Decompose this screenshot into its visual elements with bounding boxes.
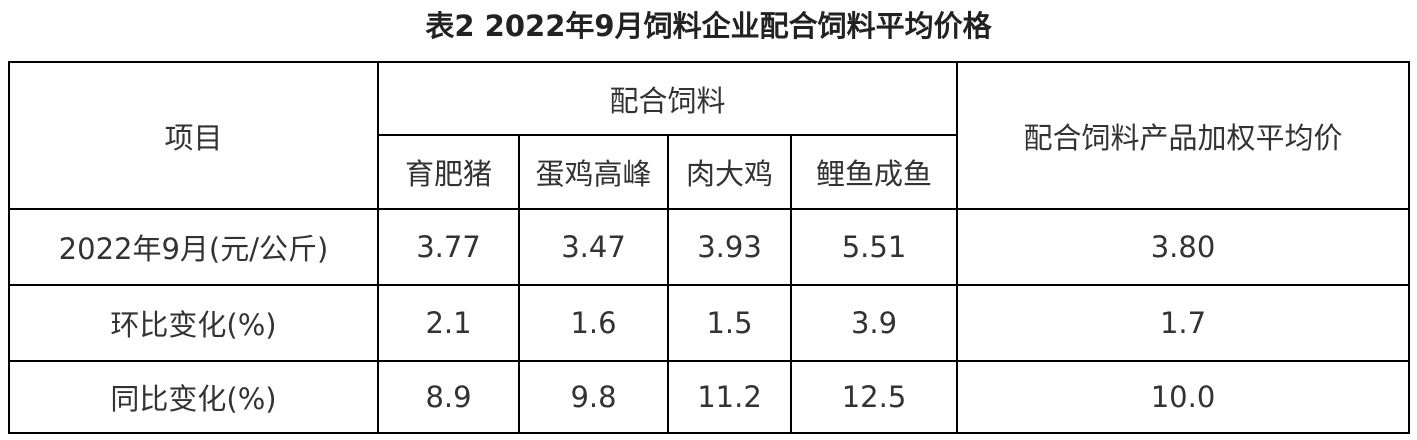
subheader: 育肥猪 [377, 134, 520, 210]
row-label: 同比变化(%) [8, 360, 379, 434]
cell: 10.0 [956, 360, 1410, 434]
feed-price-table: 项目 配合饲料 配合饲料产品加权平均价 育肥猪 蛋鸡高峰 肉大鸡 鲤鱼成鱼 20… [8, 61, 1410, 434]
table-row: 2022年9月(元/公斤) 3.77 3.47 3.93 5.51 3.80 [8, 208, 1410, 286]
subheader: 蛋鸡高峰 [518, 134, 669, 210]
row-label: 2022年9月(元/公斤) [8, 208, 379, 286]
cell: 1.5 [667, 284, 792, 362]
cell: 3.80 [956, 208, 1410, 286]
subheader: 肉大鸡 [667, 134, 792, 210]
cell: 2.1 [377, 284, 520, 362]
cell: 9.8 [518, 360, 669, 434]
cell: 3.77 [377, 208, 520, 286]
header-weighted: 配合饲料产品加权平均价 [956, 61, 1410, 210]
subheader: 鲤鱼成鱼 [790, 134, 958, 210]
cell: 3.93 [667, 208, 792, 286]
cell: 1.6 [518, 284, 669, 362]
cell: 3.47 [518, 208, 669, 286]
cell: 11.2 [667, 360, 792, 434]
cell: 8.9 [377, 360, 520, 434]
cell: 5.51 [790, 208, 958, 286]
table-title: 表2 2022年9月饲料企业配合饲料平均价格 [425, 9, 992, 43]
header-group: 配合饲料 [377, 61, 958, 136]
cell: 12.5 [790, 360, 958, 434]
row-label: 环比变化(%) [8, 284, 379, 362]
cell: 1.7 [956, 284, 1410, 362]
header-item: 项目 [8, 61, 379, 210]
table-row: 环比变化(%) 2.1 1.6 1.5 3.9 1.7 [8, 284, 1410, 362]
cell: 3.9 [790, 284, 958, 362]
table-row: 同比变化(%) 8.9 9.8 11.2 12.5 10.0 [8, 360, 1410, 434]
